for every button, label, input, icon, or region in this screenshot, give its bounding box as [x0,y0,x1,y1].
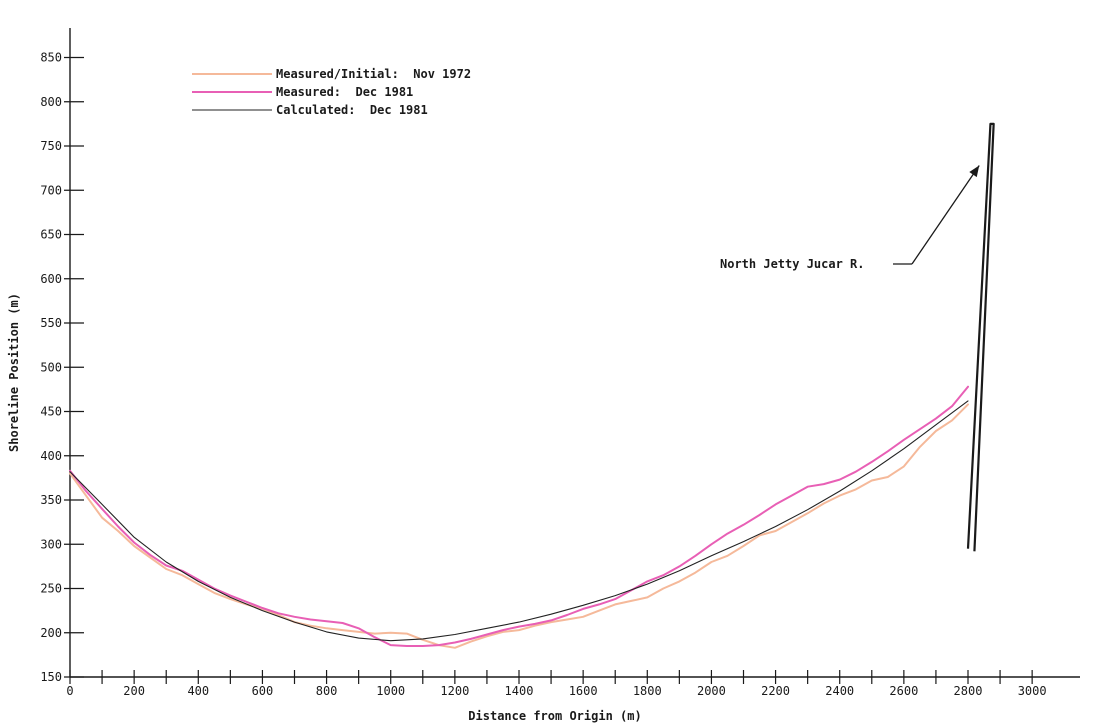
x-tick-label: 1600 [569,684,598,698]
legend-label: Calculated: Dec 1981 [276,103,428,117]
y-tick-label: 850 [40,51,62,65]
annotation-label: North Jetty Jucar R. [720,257,865,271]
x-tick-label: 2000 [697,684,726,698]
y-tick-label: 550 [40,316,62,330]
y-tick-label: 650 [40,228,62,242]
y-tick-label: 300 [40,537,62,551]
x-tick-label: 1200 [440,684,469,698]
x-tick-label: 2600 [889,684,918,698]
y-tick-label: 350 [40,493,62,507]
y-tick-label: 800 [40,95,62,109]
x-tick-label: 1800 [633,684,662,698]
x-tick-label: 400 [187,684,209,698]
x-axis-title: Distance from Origin (m) [468,709,641,723]
annotation-arrowhead [969,165,980,178]
x-tick-label: 2800 [954,684,983,698]
series [69,385,969,649]
x-tick-label: 200 [123,684,145,698]
annotation-arrow-shaft [911,165,980,265]
legend-label: Measured: Dec 1981 [276,85,413,99]
y-axis-title: Shoreline Position (m) [7,293,21,452]
x-tick-label: 800 [316,684,338,698]
y-tick-label: 600 [40,272,62,286]
jetty-structure [966,122,995,552]
y-tick-label: 750 [40,139,62,153]
x-tick-label: 2200 [761,684,790,698]
x-tick-label: 0 [66,684,73,698]
series-line-2 [69,385,969,647]
legend: Measured/Initial: Nov 1972 Measured: Dec … [192,67,471,117]
axes [69,28,1080,678]
ticks: 0 200 400 600 800 1000 1200 1400 1600 1800 2000 220… [40,51,1046,699]
y-tick-label: 200 [40,626,62,640]
y-tick-label: 450 [40,405,62,419]
x-tick-label: 1400 [505,684,534,698]
y-tick-label: 400 [40,449,62,463]
y-tick-label: 250 [40,582,62,596]
y-tick-label: 150 [40,670,62,684]
annotations: North Jetty Jucar R. [720,165,980,271]
x-tick-label: 600 [252,684,274,698]
legend-label: Measured/Initial: Nov 1972 [276,67,471,81]
y-tick-label: 500 [40,360,62,374]
x-tick-label: 2400 [825,684,854,698]
y-tick-label: 700 [40,183,62,197]
series-line-3 [69,400,969,642]
x-tick-label: 1000 [376,684,405,698]
series-line-1 [69,403,969,649]
north-jetty-outline [966,122,995,552]
x-tick-label: 3000 [1018,684,1047,698]
